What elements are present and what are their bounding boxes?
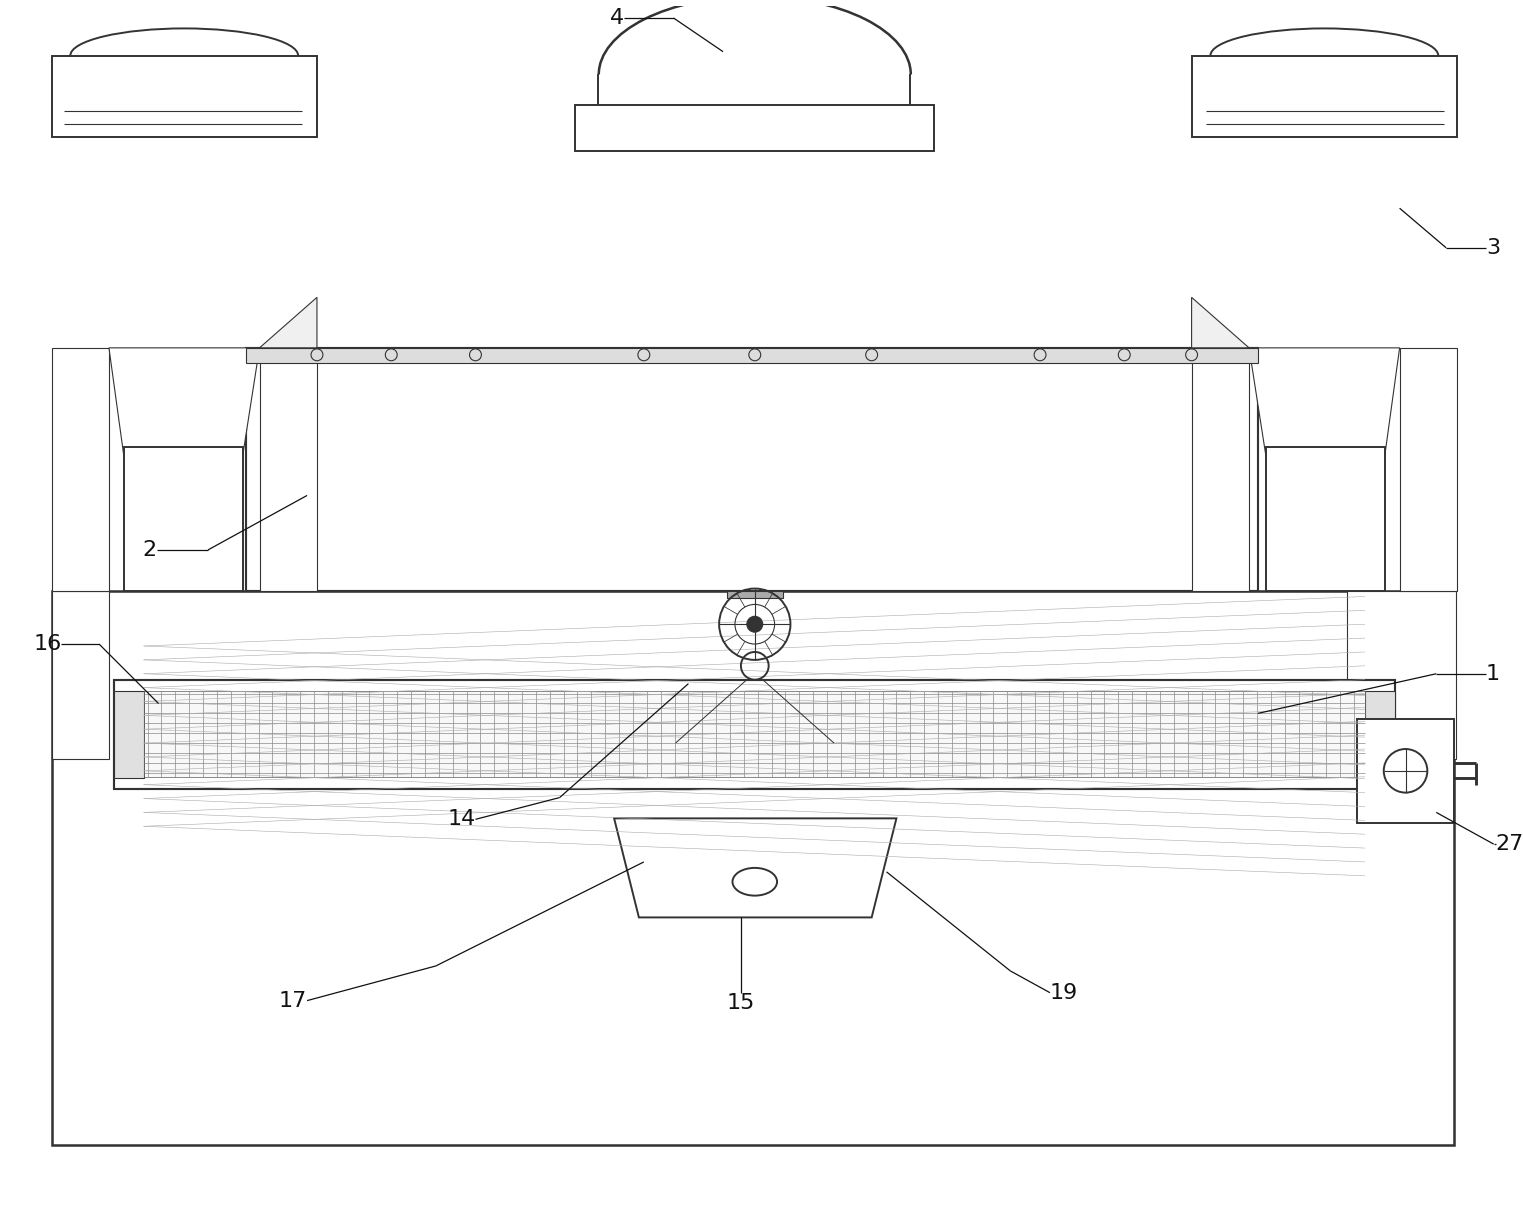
Text: 19: 19 [1049,982,1078,1003]
Bar [114,691,143,778]
Text: 27: 27 [1496,834,1523,855]
Text: 14: 14 [448,810,475,829]
Text: 16: 16 [34,634,61,654]
Bar [1348,590,1456,759]
Bar [1400,348,1458,590]
Bar [52,56,317,137]
Polygon shape [1249,348,1400,466]
Text: 15: 15 [726,993,755,1012]
Bar [52,590,110,759]
Bar [1191,348,1249,590]
Bar [245,348,1258,363]
Bar [1191,56,1458,137]
Bar [726,590,783,599]
Circle shape [746,617,763,632]
Text: 2: 2 [142,540,157,560]
Text: 3: 3 [1486,238,1500,257]
Bar [52,348,110,590]
Bar [1357,720,1454,823]
Polygon shape [614,818,897,918]
Bar [259,348,317,590]
Text: 4: 4 [609,8,624,28]
Text: 1: 1 [1486,664,1500,683]
Bar [245,348,1258,590]
Bar [52,590,1454,1145]
Bar [574,106,934,151]
Bar [1266,447,1384,590]
Bar [123,447,242,590]
Polygon shape [110,348,259,466]
Text: 17: 17 [279,991,308,1010]
Bar [1365,691,1395,778]
Ellipse shape [733,868,777,896]
Polygon shape [1191,297,1249,348]
Polygon shape [259,297,317,348]
Bar [143,691,1365,777]
Bar [114,680,1395,789]
